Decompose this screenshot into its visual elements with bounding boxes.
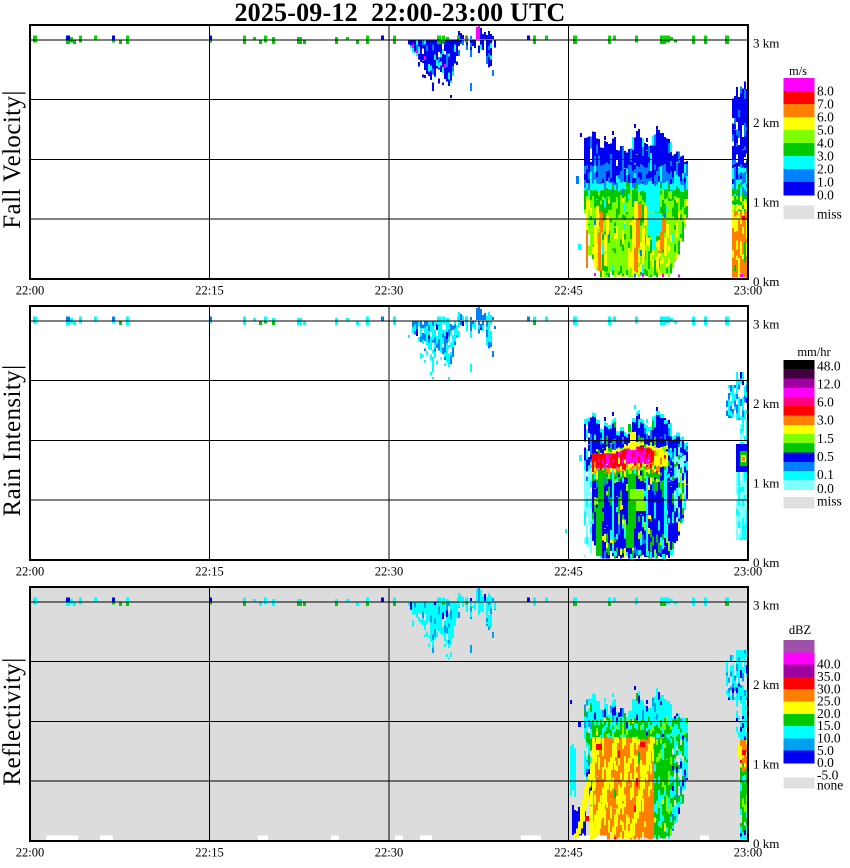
svg-text:none: none — [817, 778, 843, 793]
svg-text:4.0: 4.0 — [817, 136, 834, 151]
svg-text:15.0: 15.0 — [817, 718, 841, 733]
svg-text:22:15: 22:15 — [195, 846, 223, 860]
svg-text:22:45: 22:45 — [554, 565, 582, 579]
svg-text:20.0: 20.0 — [817, 706, 841, 721]
svg-text:mm/hr: mm/hr — [797, 345, 831, 359]
svg-text:35.0: 35.0 — [817, 669, 841, 684]
svg-text:23:00: 23:00 — [734, 284, 762, 298]
svg-text:5.0: 5.0 — [817, 743, 834, 758]
svg-text:22:15: 22:15 — [195, 284, 223, 298]
svg-text:Rain Intensity|: Rain Intensity| — [0, 365, 26, 517]
svg-text:6.0: 6.0 — [817, 110, 834, 125]
svg-text:m/s: m/s — [789, 64, 807, 78]
svg-text:0.5: 0.5 — [817, 449, 834, 464]
svg-text:30.0: 30.0 — [817, 681, 841, 696]
svg-text:1 km: 1 km — [753, 757, 779, 772]
svg-text:0.0: 0.0 — [817, 188, 834, 203]
svg-text:22:00: 22:00 — [16, 284, 44, 298]
svg-text:0.1: 0.1 — [817, 467, 834, 482]
svg-text:22:45: 22:45 — [554, 846, 582, 860]
svg-text:3 km: 3 km — [753, 598, 779, 613]
svg-text:0.0: 0.0 — [817, 755, 834, 770]
svg-text:2025-09-12 22:00-23:00 UTC: 2025-09-12 22:00-23:00 UTC — [234, 0, 565, 27]
svg-text:48.0: 48.0 — [817, 359, 841, 374]
svg-text:22:45: 22:45 — [554, 284, 582, 298]
svg-text:12.0: 12.0 — [817, 377, 841, 392]
svg-text:3.0: 3.0 — [817, 413, 834, 428]
svg-text:0 km: 0 km — [753, 274, 779, 289]
svg-text:25.0: 25.0 — [817, 694, 841, 709]
svg-text:1.0: 1.0 — [817, 175, 834, 190]
svg-text:40.0: 40.0 — [817, 657, 841, 672]
svg-text:10.0: 10.0 — [817, 731, 841, 746]
svg-text:22:30: 22:30 — [375, 846, 403, 860]
svg-text:8.0: 8.0 — [817, 84, 834, 99]
svg-text:miss: miss — [817, 494, 842, 509]
svg-text:2 km: 2 km — [753, 396, 779, 411]
svg-text:22:15: 22:15 — [195, 565, 223, 579]
svg-text:Reflectivity|: Reflectivity| — [0, 657, 26, 785]
svg-text:23:00: 23:00 — [734, 565, 762, 579]
svg-text:-5.0: -5.0 — [817, 767, 839, 782]
svg-text:22:00: 22:00 — [16, 846, 44, 860]
svg-text:1 km: 1 km — [753, 476, 779, 491]
svg-text:0 km: 0 km — [753, 836, 779, 851]
svg-text:0.0: 0.0 — [817, 481, 834, 496]
svg-text:2 km: 2 km — [753, 115, 779, 130]
svg-text:3.0: 3.0 — [817, 149, 834, 164]
svg-text:22:30: 22:30 — [375, 565, 403, 579]
svg-text:5.0: 5.0 — [817, 123, 834, 138]
svg-text:0 km: 0 km — [753, 555, 779, 570]
svg-text:7.0: 7.0 — [817, 97, 834, 112]
svg-text:2.0: 2.0 — [817, 162, 834, 177]
svg-text:Fall Velocity|: Fall Velocity| — [0, 90, 26, 229]
svg-text:22:00: 22:00 — [16, 565, 44, 579]
svg-text:miss: miss — [817, 207, 842, 222]
svg-text:2 km: 2 km — [753, 677, 779, 692]
svg-text:1.5: 1.5 — [817, 431, 834, 446]
svg-text:3 km: 3 km — [753, 317, 779, 332]
svg-text:dBZ: dBZ — [789, 623, 811, 637]
svg-text:6.0: 6.0 — [817, 395, 834, 410]
svg-text:23:00: 23:00 — [734, 846, 762, 860]
svg-text:22:30: 22:30 — [375, 284, 403, 298]
svg-text:3 km: 3 km — [753, 36, 779, 51]
svg-text:1 km: 1 km — [753, 195, 779, 210]
